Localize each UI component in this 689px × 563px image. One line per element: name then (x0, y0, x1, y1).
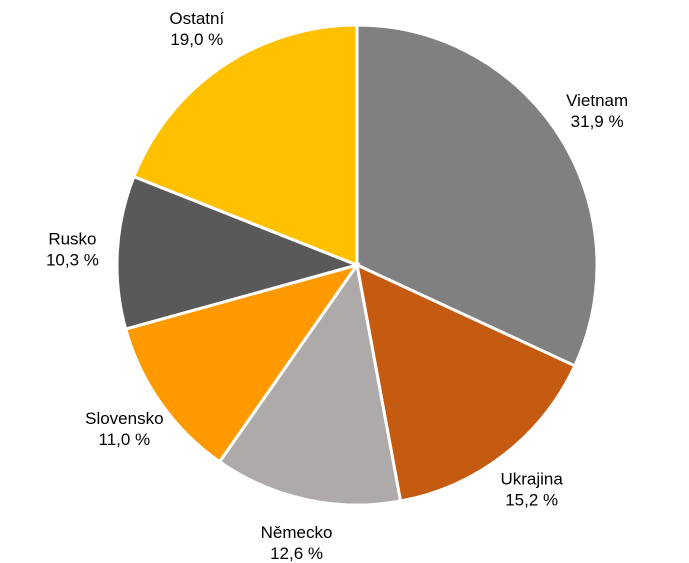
pie-slice (354, 262, 577, 503)
pie-slice (355, 23, 599, 368)
pie-slice (217, 261, 403, 507)
slice-value-label: 19,0 % (170, 30, 223, 49)
slice-value-label: 10,3 % (46, 250, 99, 269)
slice-label: Německo (261, 523, 333, 542)
slice-label: Ostatní (169, 9, 224, 28)
slice-label: Rusko (48, 229, 96, 248)
slice-value-label: 15,2 % (505, 491, 558, 510)
pie-slice (131, 23, 359, 268)
slice-label: Slovensko (85, 409, 163, 428)
pie-slice (115, 174, 362, 331)
slice-value-label: 31,9 % (571, 112, 624, 131)
slice-label: Vietnam (566, 91, 628, 110)
slice-value-label: 11,0 % (99, 430, 151, 449)
slice-value-label: 12,6 % (270, 544, 323, 563)
slice-label: Ukrajina (500, 470, 563, 489)
